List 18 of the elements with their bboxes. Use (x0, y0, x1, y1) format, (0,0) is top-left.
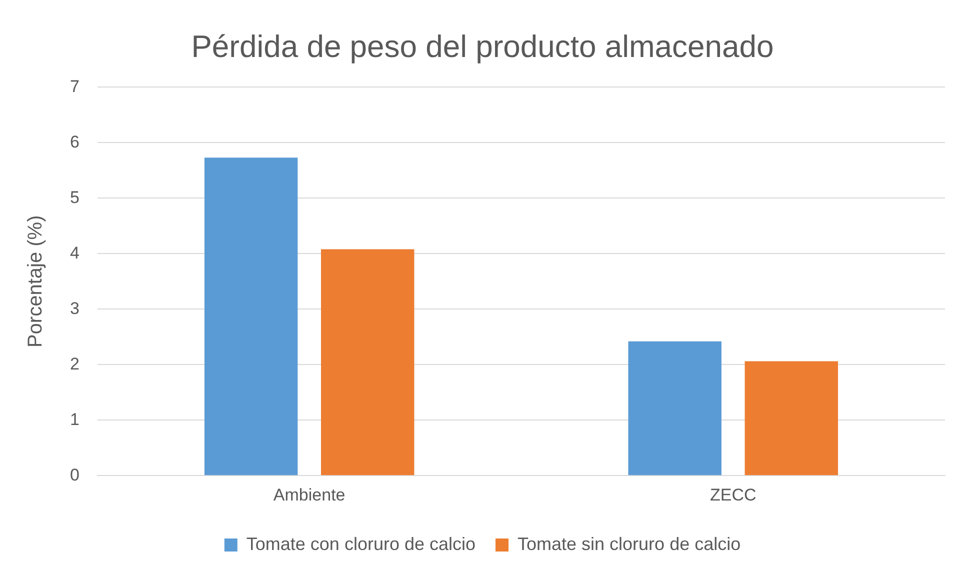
bar (204, 158, 298, 476)
chart-title: Pérdida de peso del producto almacenado (191, 29, 774, 64)
y-tick-label: 0 (70, 465, 80, 484)
legend-label: Tomate con cloruro de calcio (246, 534, 476, 554)
bar (320, 249, 414, 476)
y-tick-label: 1 (70, 410, 80, 429)
y-tick-label: 2 (70, 354, 80, 374)
bar (744, 361, 838, 476)
y-tick-label: 4 (70, 243, 80, 262)
x-tick-label: ZECC (710, 485, 756, 504)
y-tick-label: 6 (70, 132, 80, 152)
y-tick-label: 3 (70, 298, 80, 318)
y-axis-title: Porcentaje (%) (24, 215, 47, 348)
x-tick-label: Ambiente (273, 485, 346, 504)
bar (628, 341, 722, 476)
y-tick-label: 5 (70, 188, 80, 207)
y-tick-label: 7 (70, 76, 80, 96)
legend-label: Tomate sin cloruro de calcio (518, 534, 741, 554)
